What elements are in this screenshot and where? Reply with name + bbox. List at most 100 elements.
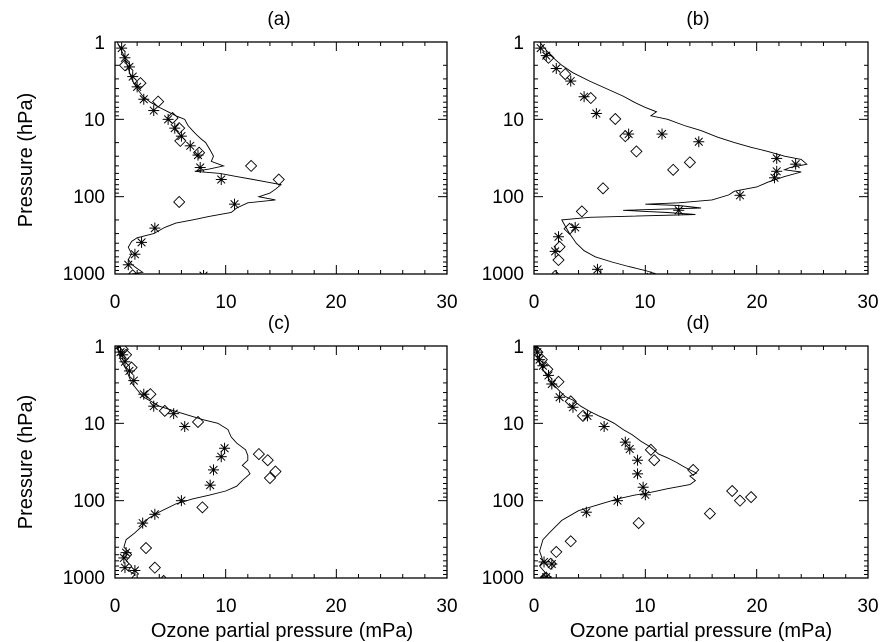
asterisk-stroke bbox=[150, 510, 160, 519]
asterisk-stroke bbox=[544, 371, 553, 380]
plot-frame bbox=[114, 345, 448, 579]
asterisk-marker bbox=[207, 464, 219, 476]
diamond-marker bbox=[542, 51, 555, 64]
asterisk-marker bbox=[149, 222, 161, 234]
diamond-marker bbox=[534, 346, 544, 359]
diamond-marker bbox=[632, 516, 645, 530]
panel-c-plot bbox=[114, 345, 448, 579]
asterisk-stroke bbox=[582, 507, 591, 517]
asterisk-stroke bbox=[570, 223, 580, 232]
diamond-marker bbox=[125, 361, 138, 374]
diamond-marker bbox=[134, 76, 147, 90]
panel-d-ytick-0: 1 bbox=[513, 337, 524, 358]
panel-b-ytick-3: 1000 bbox=[482, 264, 524, 285]
asterisk-marker bbox=[137, 517, 149, 529]
asterisk-stroke bbox=[599, 422, 609, 431]
panel-b-xtick-3: 30 bbox=[857, 292, 878, 313]
diamond-marker bbox=[148, 561, 161, 574]
diamond-marker bbox=[152, 95, 165, 108]
asterisk-stroke bbox=[129, 376, 139, 385]
panel-a-plot bbox=[114, 41, 448, 275]
panel-a-ytick-2: 100 bbox=[73, 187, 105, 208]
asterisk-stroke bbox=[115, 346, 120, 351]
diamond-marker bbox=[733, 494, 747, 507]
diamond-marker bbox=[269, 465, 282, 478]
asterisk-marker bbox=[148, 105, 160, 117]
diamond-marker bbox=[244, 159, 258, 173]
diamond-marker bbox=[192, 146, 206, 159]
asterisk-stroke bbox=[625, 444, 634, 454]
panel-c-ytick-2: 100 bbox=[73, 491, 105, 512]
asterisk-marker bbox=[184, 140, 196, 152]
panel-b-ytick-2: 100 bbox=[492, 187, 524, 208]
diamond-marker bbox=[596, 182, 610, 195]
diamond-marker bbox=[553, 240, 566, 253]
plot-data bbox=[115, 346, 282, 578]
diamond-marker bbox=[119, 348, 133, 361]
asterisk-stroke bbox=[543, 576, 546, 578]
asterisk-marker bbox=[138, 93, 150, 105]
diamond-marker bbox=[744, 490, 758, 504]
asterisk-marker bbox=[591, 263, 603, 274]
asterisk-stroke bbox=[139, 95, 149, 104]
asterisk-stroke bbox=[199, 271, 203, 274]
asterisk-marker bbox=[637, 481, 649, 493]
diamond-marker bbox=[540, 571, 553, 578]
panel-b-plot bbox=[533, 41, 869, 275]
asterisk-stroke bbox=[579, 92, 589, 101]
asterisk-stroke bbox=[633, 469, 642, 479]
asterisk-stroke bbox=[550, 247, 560, 256]
asterisk-marker bbox=[565, 75, 577, 87]
diamond-marker bbox=[127, 269, 138, 274]
asterisk-stroke bbox=[193, 150, 203, 160]
asterisk-stroke bbox=[130, 566, 140, 575]
panel-d-xtick-1: 10 bbox=[634, 596, 655, 617]
diamond-marker bbox=[544, 557, 557, 570]
asterisk-stroke bbox=[124, 260, 133, 270]
panel-d-xtick-2: 20 bbox=[746, 596, 767, 617]
diamond-marker bbox=[541, 363, 554, 376]
asterisk-stroke bbox=[120, 563, 130, 572]
asterisk-marker bbox=[624, 443, 636, 455]
ozone-profile-line bbox=[116, 42, 283, 274]
diamond-marker bbox=[644, 443, 658, 456]
asterisk-stroke bbox=[138, 518, 147, 528]
asterisk-marker bbox=[118, 552, 130, 564]
diamond-marker bbox=[550, 269, 560, 274]
asterisk-stroke bbox=[568, 403, 578, 412]
asterisk-stroke bbox=[209, 465, 218, 475]
asterisk-marker bbox=[116, 42, 128, 54]
panel-d-ytick-2: 100 bbox=[492, 491, 524, 512]
asterisk-marker bbox=[215, 174, 227, 186]
asterisk-marker bbox=[127, 71, 139, 83]
diamond-marker bbox=[139, 541, 153, 555]
asterisk-marker bbox=[538, 556, 550, 568]
plot-data bbox=[535, 42, 808, 274]
asterisk-marker bbox=[215, 451, 227, 463]
asterisk-marker bbox=[646, 271, 656, 274]
panel-c-xtick-2: 20 bbox=[325, 596, 346, 617]
asterisk-stroke bbox=[694, 137, 704, 147]
asterisk-stroke bbox=[128, 72, 137, 81]
asterisk-stroke bbox=[204, 271, 208, 274]
diamond-marker bbox=[252, 447, 266, 461]
panel-b-title: (b) bbox=[686, 9, 709, 30]
asterisk-marker bbox=[199, 270, 208, 274]
asterisk-marker bbox=[580, 506, 592, 518]
diamond-marker bbox=[173, 195, 186, 209]
asterisk-marker bbox=[219, 442, 231, 454]
asterisk-marker bbox=[693, 136, 705, 148]
panel-a-ytick-3: 1000 bbox=[63, 264, 105, 285]
panel-c: (c) 0 10 20 30 1 10 100 1000 Pressure (h… bbox=[15, 313, 458, 642]
diamond-marker bbox=[687, 463, 700, 477]
ozone-profile-line bbox=[539, 42, 808, 274]
asterisk-stroke bbox=[583, 411, 592, 421]
asterisk-marker bbox=[619, 436, 631, 448]
panel-c-ytick-3: 1000 bbox=[63, 568, 105, 589]
panel-c-xtick-0: 0 bbox=[110, 596, 121, 617]
asterisk-stroke bbox=[220, 444, 229, 453]
asterisk-stroke bbox=[539, 557, 549, 567]
asterisk-marker bbox=[656, 128, 668, 140]
panel-d: (d) 0 10 20 30 1 10 100 1000 Ozone parti… bbox=[482, 313, 879, 642]
asterisk-marker bbox=[119, 52, 131, 64]
